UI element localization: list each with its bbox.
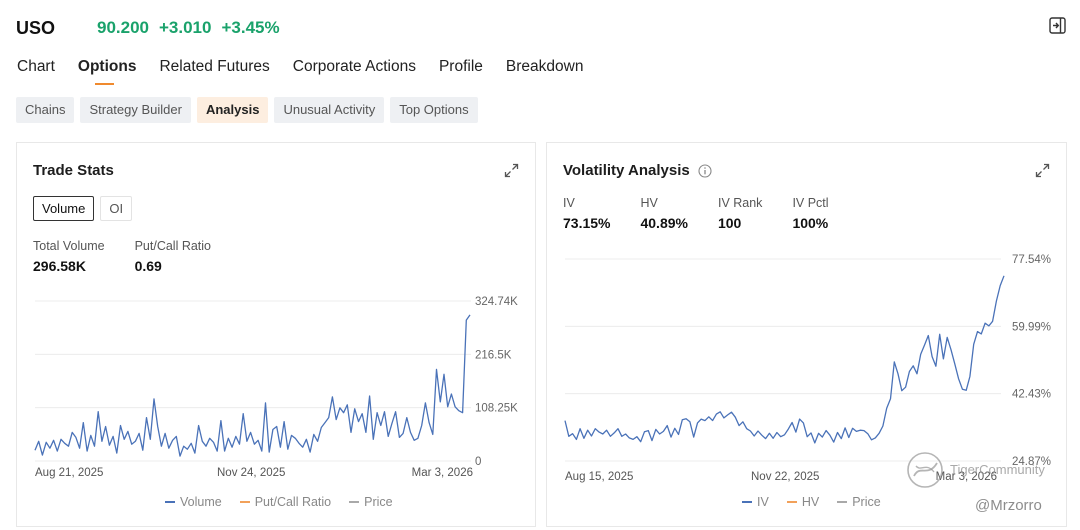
- watermark-handle: @Mrzorro: [975, 497, 1042, 514]
- iv-value: 73.15%: [563, 215, 611, 231]
- exit-icon[interactable]: [1049, 17, 1066, 34]
- watermark-brand: TigerCommunity: [950, 462, 1045, 477]
- x-tick-label: Aug 15, 2025: [565, 471, 633, 483]
- hv-stat: HV 40.89%: [640, 196, 687, 231]
- legend-volume[interactable]: Volume: [165, 495, 222, 509]
- series-line-iv: [564, 275, 1005, 444]
- tab-options[interactable]: Options: [78, 56, 136, 85]
- subtab-strategy-builder[interactable]: Strategy Builder: [80, 97, 191, 123]
- iv-rank-stat: IV Rank 100: [718, 196, 762, 231]
- iv-pctl-value: 100%: [792, 215, 829, 231]
- iv-chart[interactable]: 24.87% 42.43% 59.99% 77.54% Aug 15, 2025 Nov …: [547, 245, 1066, 485]
- legend-price-label: Price: [852, 495, 881, 509]
- tab-corporate-actions[interactable]: Corporate Actions: [292, 58, 416, 75]
- price-change: +3.010: [159, 18, 212, 37]
- y-tick-label: 59.99%: [1012, 321, 1051, 333]
- put-call-ratio-stat: Put/Call Ratio 0.69: [135, 239, 211, 274]
- hv-value: 40.89%: [640, 215, 688, 231]
- volume-chart[interactable]: 0 108.25K 216.5K 324.74K Aug 21, 2025 Nov 24,…: [17, 285, 535, 485]
- trade-stats-card: Trade Stats Volume OI Total Volume 296.5…: [16, 142, 536, 527]
- trade-stats-title: Trade Stats: [33, 162, 114, 179]
- iv-pctl-label: IV Pctl: [792, 196, 829, 210]
- legend-volume-label: Volume: [180, 495, 222, 509]
- x-tick-label: Mar 3, 2026: [936, 471, 997, 483]
- total-volume-value: 296.58K: [33, 258, 86, 274]
- y-tick-label: 216.5K: [475, 349, 512, 361]
- volatility-card: Volatility Analysis IV 73.15% HV 40.89% …: [546, 142, 1067, 527]
- volatility-title: Volatility Analysis: [563, 162, 712, 179]
- iv-pctl-stat: IV Pctl 100%: [792, 196, 828, 231]
- last-price: 90.200: [97, 18, 149, 37]
- put-call-ratio-label: Put/Call Ratio: [134, 239, 212, 253]
- subtab-analysis[interactable]: Analysis: [196, 97, 269, 123]
- iv-rank-label: IV Rank: [717, 196, 763, 210]
- iv-rank-value: 100: [717, 215, 742, 231]
- legend-price[interactable]: Price: [837, 495, 881, 509]
- subtab-unusual-activity[interactable]: Unusual Activity: [274, 97, 385, 123]
- watermark: TigerCommunity: [906, 450, 1066, 490]
- legend-price[interactable]: Price: [349, 495, 393, 509]
- legend-put-call-ratio[interactable]: Put/Call Ratio: [239, 495, 332, 509]
- legend-hv[interactable]: HV: [786, 495, 820, 509]
- tab-breakdown[interactable]: Breakdown: [505, 58, 584, 75]
- legend-iv[interactable]: IV: [742, 495, 769, 509]
- legend-price-label: Price: [364, 495, 393, 509]
- tab-profile[interactable]: Profile: [438, 58, 483, 75]
- volume-oi-toggle: Volume OI: [33, 196, 133, 221]
- quote-values: 90.200 +3.010 +3.45%: [97, 18, 280, 38]
- quote-header: USO 90.200 +3.010 +3.45%: [16, 14, 280, 42]
- expand-icon[interactable]: [1035, 163, 1050, 178]
- legend-put-call-ratio-label: Put/Call Ratio: [254, 495, 332, 509]
- total-volume-label: Total Volume: [33, 239, 105, 253]
- trade-stats-legend: Volume Put/Call Ratio Price: [165, 495, 393, 509]
- trade-stats-title-text: Trade Stats: [33, 162, 114, 179]
- total-volume-stat: Total Volume 296.58K: [33, 239, 105, 274]
- tab-chart[interactable]: Chart: [17, 58, 55, 75]
- iv-stat: IV 73.15%: [563, 196, 610, 231]
- volatility-title-text: Volatility Analysis: [563, 162, 690, 179]
- info-icon[interactable]: [698, 163, 712, 178]
- y-tick-label: 108.25K: [475, 403, 518, 415]
- legend-iv-label: IV: [757, 495, 769, 509]
- ticker-symbol: USO: [16, 17, 56, 38]
- tiger-logo-icon: [907, 452, 943, 488]
- x-tick-label: Nov 22, 2025: [751, 471, 819, 483]
- iv-label: IV: [563, 196, 575, 210]
- x-tick-label: Mar 3, 2026: [412, 467, 473, 479]
- subtab-chains[interactable]: Chains: [16, 97, 75, 123]
- y-tick-label: 324.74K: [475, 296, 518, 308]
- main-tabs: Chart Options Related Futures Corporate …: [17, 56, 606, 85]
- price-change-pct: +3.45%: [221, 18, 280, 37]
- oi-toggle-button[interactable]: OI: [100, 196, 133, 221]
- volume-toggle-button[interactable]: Volume: [33, 196, 95, 221]
- trade-stats-values: Total Volume 296.58K Put/Call Ratio 0.69: [33, 239, 241, 274]
- y-tick-label: 24.87%: [1012, 456, 1051, 468]
- x-tick-label: Nov 24, 2025: [217, 467, 285, 479]
- y-tick-label: 42.43%: [1012, 389, 1051, 401]
- subtab-top-options[interactable]: Top Options: [390, 97, 478, 123]
- tab-related-futures[interactable]: Related Futures: [159, 58, 270, 75]
- hv-label: HV: [640, 196, 658, 210]
- options-subtabs: Chains Strategy Builder Analysis Unusual…: [16, 97, 478, 123]
- put-call-ratio-value: 0.69: [134, 258, 162, 274]
- series-line-volume: [34, 314, 471, 457]
- y-tick-label: 77.54%: [1012, 254, 1051, 266]
- x-tick-label: Aug 21, 2025: [35, 467, 103, 479]
- legend-hv-label: HV: [801, 495, 820, 509]
- y-tick-label: 0: [475, 456, 481, 468]
- volatility-legend: IV HV Price: [742, 495, 881, 509]
- expand-icon[interactable]: [504, 163, 519, 178]
- volatility-values: IV 73.15% HV 40.89% IV Rank 100 IV Pctl …: [563, 196, 859, 231]
